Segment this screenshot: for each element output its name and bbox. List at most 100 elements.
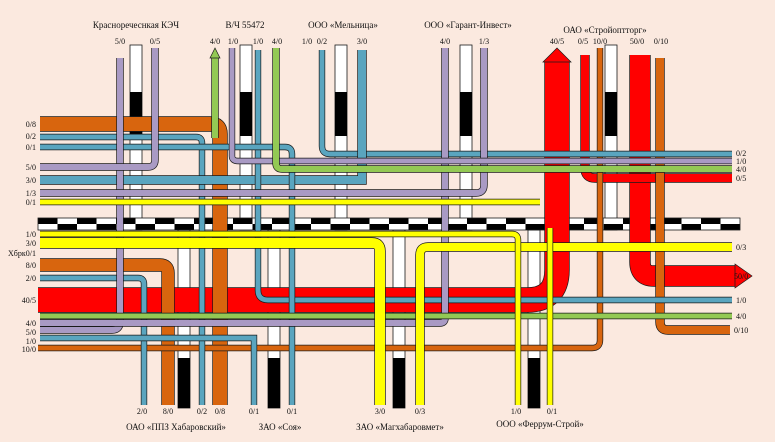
flow-orange-010 — [656, 58, 730, 334]
divider-segment-bottom — [291, 224, 311, 230]
flow-orange-80 — [40, 259, 174, 405]
label-b-80: 8/0 — [163, 407, 173, 416]
flow-yellow-03b — [416, 243, 732, 405]
label-l-khab: Хбрк0/1 — [8, 249, 36, 258]
label-r-10b: 1/0 — [736, 296, 746, 305]
divider-segment-bottom — [447, 224, 467, 230]
label-b-fa: 1/0 — [511, 407, 521, 416]
label-k-out: 5/0 — [115, 37, 125, 46]
label-l-13: 1/3 — [26, 189, 36, 198]
flow-red-500-arrow — [734, 263, 753, 289]
divider-segment-top — [272, 218, 292, 224]
divider-segment-bottom — [486, 224, 506, 230]
divider-segment-top — [447, 218, 467, 224]
flow-purple-10-vch — [229, 48, 732, 164]
divider-segment-top — [408, 218, 428, 224]
label-b-03: 0/3 — [415, 407, 425, 416]
org-soya: ЗАО «Соя» — [259, 422, 302, 432]
divider-segment-top — [38, 218, 58, 224]
divider-segment-bottom — [467, 224, 487, 230]
divider-segment-top — [564, 218, 584, 224]
label-s-a: 40/5 — [550, 37, 564, 46]
org-krasnorechenskaya: Красноречеснкая КЭЧ — [93, 20, 179, 30]
label-g-b: 1/3 — [479, 37, 489, 46]
org-ferrum: ООО «Феррум-Строй» — [496, 419, 584, 429]
label-l-02: 0/2 — [26, 132, 36, 141]
divider-segment-bottom — [603, 224, 623, 230]
label-g-a: 4/0 — [440, 37, 450, 46]
label-b-01: 0/1 — [287, 407, 297, 416]
divider-segment-top — [155, 218, 175, 224]
label-b-fb: 0/1 — [547, 407, 557, 416]
divider-segment-bottom — [584, 224, 604, 230]
label-l-50b: 5/0 — [26, 328, 36, 337]
label-v-a: 4/0 — [210, 37, 220, 46]
label-r-010: 0/10 — [734, 326, 748, 335]
flow-purple-05-k — [40, 48, 158, 170]
flow-red-405-arrow — [542, 47, 572, 63]
divider-segment-bottom — [350, 224, 370, 230]
labels: Красноречеснкая КЭЧ В/Ч 55472 ООО «Мельн… — [8, 20, 748, 432]
divider-segment-top — [77, 218, 97, 224]
label-l-20: 2/0 — [26, 274, 36, 283]
divider-segment-top — [642, 218, 662, 224]
divider-segment-bottom — [525, 224, 545, 230]
divider-segment-top — [252, 218, 272, 224]
label-r-40: 4/0 — [736, 165, 746, 174]
org-vch: В/Ч 55472 — [225, 20, 264, 30]
divider-segment-top — [350, 218, 370, 224]
divider-segment-bottom — [642, 224, 662, 230]
flow-yellow-03 — [40, 238, 385, 405]
label-l-80: 8/0 — [26, 261, 36, 270]
label-b-08: 0/8 — [215, 407, 225, 416]
org-melnitsa: ООО «Мельница» — [308, 20, 378, 30]
label-b-20: 2/0 — [137, 407, 147, 416]
label-l-01: 0/1 — [26, 143, 36, 152]
divider-segment-top — [389, 218, 409, 224]
label-l-10: 1/0 — [26, 230, 36, 239]
divider-segment-bottom — [272, 224, 292, 230]
divider-segment-top — [428, 218, 448, 224]
flow-green-40-vch-arrow — [209, 47, 221, 59]
divider-segment-top — [135, 218, 155, 224]
divider-segment-top — [506, 218, 526, 224]
divider-segment-bottom — [428, 224, 448, 230]
divider-segment-top — [369, 218, 389, 224]
pole-stroyopttorg — [604, 44, 618, 231]
divider-segment-bottom — [408, 224, 428, 230]
org-magkhabarovmet: ЗАО «Магхабаровмет» — [356, 422, 444, 432]
label-m-a: 1/0 — [302, 37, 312, 46]
divider-segment-top — [330, 218, 350, 224]
divider-segment-top — [486, 218, 506, 224]
divider-segment-bottom — [57, 224, 77, 230]
divider-segment-top — [291, 218, 311, 224]
label-v-b: 1/0 — [228, 37, 238, 46]
label-l-30: 3/0 — [26, 176, 36, 185]
label-l-30b: 3/0 — [26, 239, 36, 248]
divider-segment-top — [57, 218, 77, 224]
divider-segment-top — [720, 218, 740, 224]
divider-segment-bottom — [701, 224, 721, 230]
label-l-10b: 1/0 — [26, 337, 36, 346]
label-s-c: 10/0 — [593, 37, 607, 46]
divider-segment-bottom — [252, 224, 272, 230]
label-s-e: 0/10 — [654, 37, 668, 46]
flow-blue-10-vch — [255, 50, 732, 303]
divider-segment-top — [311, 218, 331, 224]
divider-segment-top — [525, 218, 545, 224]
org-ppz: ОАО «ППЗ Хабаровский» — [126, 422, 226, 432]
divider-segment-top — [701, 218, 721, 224]
label-m-b: 0/2 — [317, 37, 327, 46]
label-l-100: 10/0 — [22, 345, 36, 354]
divider-segment-bottom — [96, 224, 116, 230]
label-s-b: 0/5 — [578, 37, 588, 46]
divider-segment-bottom — [116, 224, 136, 230]
flow-green-40-r — [273, 48, 732, 172]
flow-blue-02-top — [319, 50, 732, 157]
pole-garant — [459, 44, 473, 231]
divider-segment-bottom — [681, 224, 701, 230]
label-v-c: 1/0 — [253, 37, 263, 46]
flow-blue-20 — [40, 275, 147, 405]
